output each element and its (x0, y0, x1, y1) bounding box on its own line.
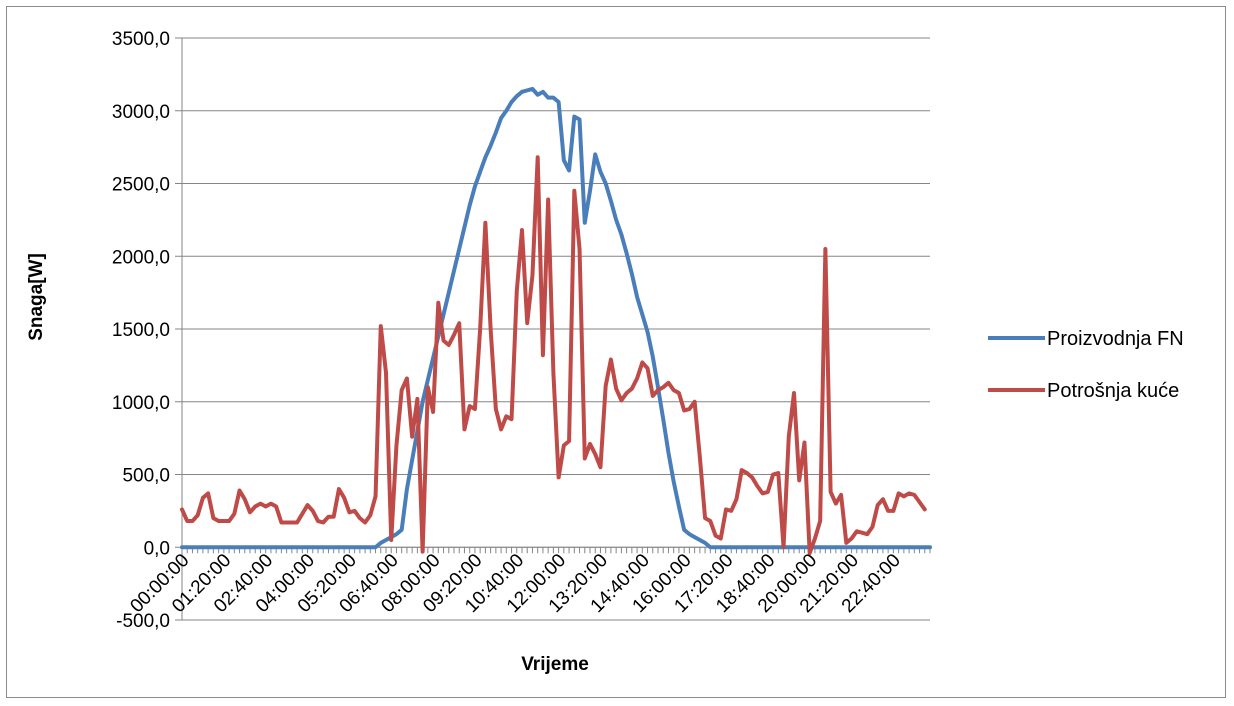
legend: Proizvodnja FN Potrošnja kuće (988, 328, 1184, 402)
y-tick-label: 1500,0 (112, 320, 170, 341)
y-tick-label: 3000,0 (112, 102, 170, 123)
chart-frame (6, 6, 1226, 698)
y-tick-label: 1000,0 (112, 393, 170, 414)
series-line-potrosnja-kuce (180, 155, 927, 556)
y-tick-label: -500,0 (116, 611, 170, 632)
legend-label-potrosnja: Potrošnja kuće (1047, 380, 1179, 402)
y-tick-label: 500,0 (122, 466, 170, 487)
y-tick-label: 3500,0 (112, 29, 170, 50)
y-tick-labels: -500,0 0,0 500,0 1000,0 1500,0 2000,0 2500,0 30… (112, 29, 170, 632)
series-lines (180, 86, 932, 556)
y-tick-label: 0,0 (144, 538, 170, 559)
x-tick-labels: 00:00:0001:20:0002:40:0004:00:0005:20:00… (126, 550, 905, 617)
y-tick-label: 2500,0 (112, 175, 170, 196)
x-axis-title: Vrijeme (521, 654, 589, 675)
legend-label-proizvodnja: Proizvodnja FN (1047, 328, 1184, 350)
y-axis-title: Snaga[W] (26, 253, 47, 341)
y-tick-label: 2000,0 (112, 247, 170, 268)
series-line-proizvodnja-fn (180, 86, 932, 550)
